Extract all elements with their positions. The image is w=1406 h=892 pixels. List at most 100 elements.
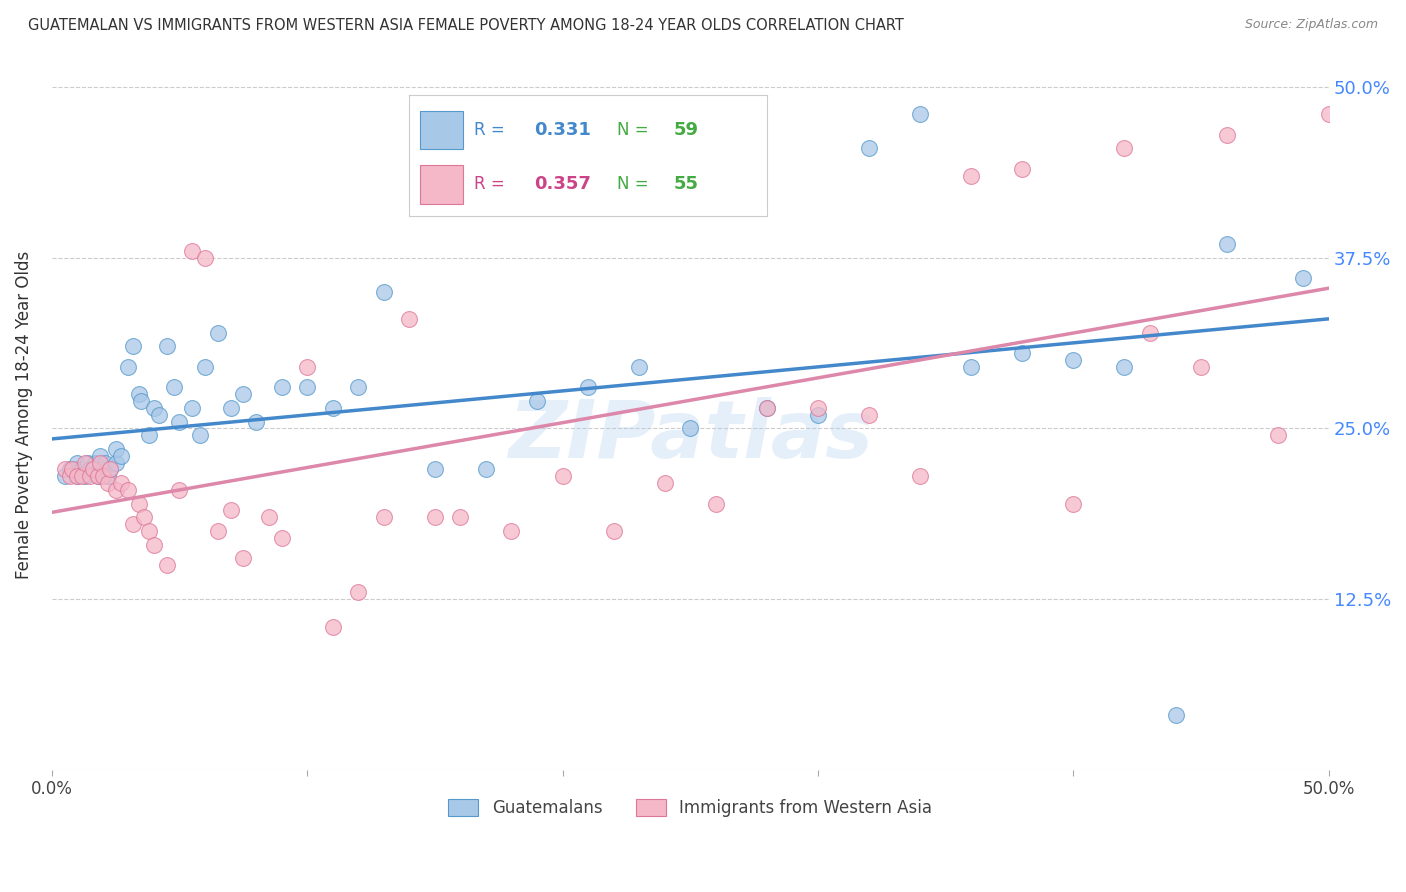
Point [807,408,830,422]
Point [82,462,104,476]
Point [66,456,89,470]
Point [169,483,191,497]
Point [59,469,82,483]
Point [72,469,94,483]
Point [1164,708,1187,723]
Point [1292,271,1315,285]
Point [169,415,191,429]
Point [679,421,702,435]
Point [97,469,120,483]
Point [142,401,165,415]
Text: Source: ZipAtlas.com: Source: ZipAtlas.com [1244,18,1378,31]
Point [232,551,254,566]
Point [110,449,132,463]
Point [858,141,880,155]
Point [219,401,242,415]
Point [156,339,179,353]
Point [295,380,318,394]
Point [94,456,117,470]
Point [1114,359,1136,374]
Point [148,408,170,422]
Point [807,401,830,415]
Point [59,462,82,476]
Point [79,469,101,483]
Point [66,469,89,483]
Point [128,497,150,511]
Point [89,449,111,463]
Point [122,517,145,532]
Y-axis label: Female Poverty Among 18-24 Year Olds: Female Poverty Among 18-24 Year Olds [15,251,32,579]
Point [138,524,160,538]
Point [87,469,110,483]
Point [117,483,139,497]
Point [347,585,370,599]
Point [97,476,120,491]
Point [1139,326,1161,340]
Text: GUATEMALAN VS IMMIGRANTS FROM WESTERN ASIA FEMALE POVERTY AMONG 18-24 YEAR OLDS : GUATEMALAN VS IMMIGRANTS FROM WESTERN AS… [28,18,904,33]
Point [1062,353,1084,368]
Point [117,359,139,374]
Text: ZIPatlas: ZIPatlas [508,397,873,475]
Point [1215,128,1237,142]
Point [270,531,292,545]
Point [245,415,267,429]
Point [704,497,727,511]
Point [73,469,96,483]
Point [1267,428,1289,442]
Point [104,442,127,456]
Point [188,428,211,442]
Point [128,387,150,401]
Point [526,394,548,409]
Point [1114,141,1136,155]
Point [423,510,446,524]
Point [72,462,94,476]
Point [129,394,152,409]
Point [84,456,107,470]
Point [602,524,624,538]
Point [163,380,186,394]
Point [104,456,127,470]
Point [142,538,165,552]
Point [91,462,114,476]
Point [1011,346,1033,360]
Point [122,339,145,353]
Point [132,510,155,524]
Point [232,387,254,401]
Point [628,359,651,374]
Point [257,510,280,524]
Point [89,456,111,470]
Point [960,359,983,374]
Point [1011,161,1033,176]
Point [1062,497,1084,511]
Point [398,312,420,326]
Point [100,462,122,476]
Point [501,524,523,538]
Point [82,462,104,476]
Point [755,401,778,415]
Point [322,401,344,415]
Point [270,380,292,394]
Point [858,408,880,422]
Point [576,380,599,394]
Point [181,244,204,258]
Point [908,107,931,121]
Point [219,503,242,517]
Point [207,326,229,340]
Point [63,462,86,476]
Point [654,476,676,491]
Point [295,359,318,374]
Point [76,456,98,470]
Point [87,469,110,483]
Point [156,558,179,572]
Point [194,251,217,265]
Point [423,462,446,476]
Point [207,524,229,538]
Point [475,462,498,476]
Point [1189,359,1212,374]
Point [73,456,96,470]
Point [1317,107,1340,121]
Point [449,510,471,524]
Point [53,462,76,476]
Point [100,462,122,476]
Point [66,469,89,483]
